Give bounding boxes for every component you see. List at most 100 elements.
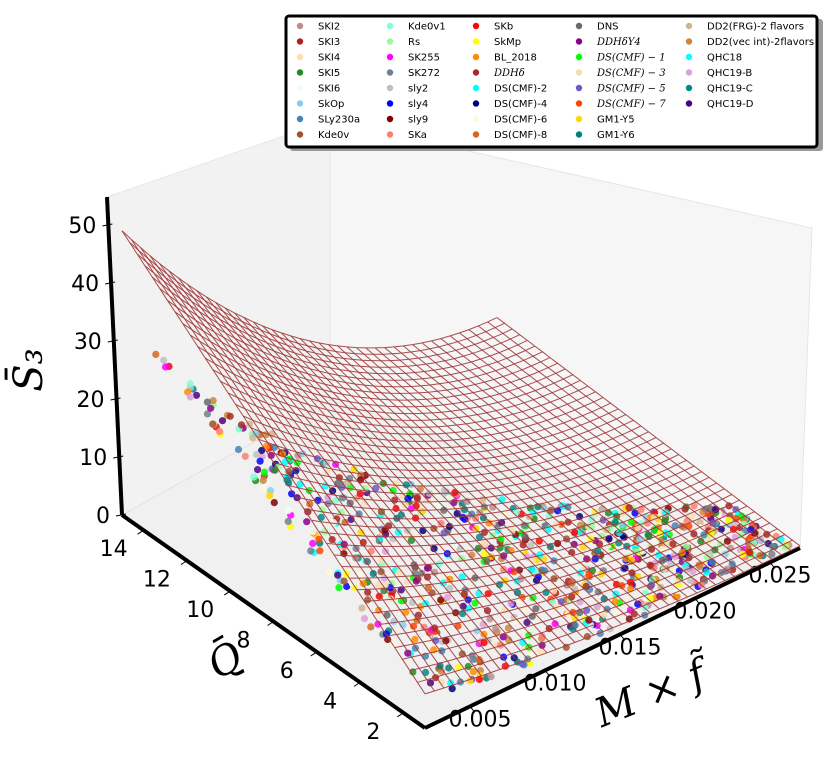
surface-line xyxy=(477,325,782,556)
data-point xyxy=(160,356,168,364)
data-point xyxy=(696,519,704,527)
data-point xyxy=(475,675,484,684)
data-point xyxy=(463,497,471,505)
legend-label: SKI5 xyxy=(318,68,340,79)
legend-marker xyxy=(386,53,394,61)
legend-label: GM1-Y6 xyxy=(597,130,635,141)
legend-marker xyxy=(296,53,304,61)
data-point xyxy=(532,605,540,613)
data-point xyxy=(634,600,642,608)
surface-line xyxy=(468,329,773,560)
data-point xyxy=(330,519,338,527)
surface-line xyxy=(215,302,520,664)
surface-line xyxy=(271,329,576,643)
data-point xyxy=(505,636,513,644)
legend-label: DS(CMF)-8 xyxy=(494,130,547,141)
legend-label: QHC19-B xyxy=(707,68,752,79)
data-point xyxy=(315,535,323,543)
data-point xyxy=(446,575,454,583)
data-point xyxy=(690,502,698,510)
surface-line xyxy=(402,345,707,590)
y-tick-mark xyxy=(397,712,404,718)
legend-label: sly9 xyxy=(408,115,428,126)
data-point xyxy=(379,479,387,487)
wireframe-surface xyxy=(121,230,801,695)
data-point xyxy=(374,620,382,628)
y-tick-mark xyxy=(137,529,144,535)
data-point xyxy=(469,668,477,676)
data-point xyxy=(731,533,739,542)
data-point xyxy=(461,515,469,523)
y-tick-mark xyxy=(223,590,231,596)
legend-label: DS(CMF)-4 xyxy=(494,99,547,110)
legend-marker xyxy=(386,38,394,45)
data-point xyxy=(424,584,432,592)
data-point xyxy=(480,639,488,647)
data-point xyxy=(335,584,343,592)
data-point xyxy=(627,556,636,564)
data-point xyxy=(218,417,227,425)
legend-marker xyxy=(685,100,693,107)
data-point xyxy=(260,468,269,476)
z-tick-label: 20 xyxy=(77,388,105,413)
surface-line xyxy=(356,347,660,610)
legend-label: sly2 xyxy=(408,84,428,95)
legend-label: DNS xyxy=(597,22,619,33)
z-tick-label: 50 xyxy=(68,214,96,239)
data-point xyxy=(283,476,291,484)
surface-line xyxy=(440,338,745,573)
legend-marker xyxy=(386,69,394,76)
surface-line xyxy=(262,325,566,647)
surface-line xyxy=(224,307,529,660)
legend-label: SK255 xyxy=(408,53,440,64)
data-point xyxy=(367,623,375,631)
legend-label: SKI6 xyxy=(318,84,340,95)
data-point xyxy=(510,568,518,576)
z-axis-label: S̄₃ xyxy=(5,348,52,391)
data-point xyxy=(689,567,697,576)
data-point xyxy=(585,616,593,624)
data-point xyxy=(161,363,170,371)
data-point xyxy=(266,492,274,500)
data-point xyxy=(430,545,438,553)
legend-marker xyxy=(386,84,394,92)
data-point xyxy=(323,468,331,476)
y-tick-label: 6 xyxy=(280,659,294,684)
data-point xyxy=(593,603,601,611)
data-point xyxy=(271,466,279,474)
data-point xyxy=(438,647,446,655)
y-tick-mark xyxy=(267,621,274,626)
data-point xyxy=(369,570,377,578)
legend-marker xyxy=(472,38,480,45)
legend-label: DD2(vec int)-2flavors xyxy=(707,37,814,48)
data-point xyxy=(209,420,217,428)
data-point xyxy=(501,607,509,615)
surface-line xyxy=(140,247,445,689)
data-point xyxy=(375,592,383,600)
legend-label: SK272 xyxy=(408,68,440,79)
legend-box xyxy=(284,14,819,149)
data-point xyxy=(350,465,358,474)
data-point xyxy=(440,506,448,514)
z-tick-label: 10 xyxy=(79,446,107,471)
y-tick-mark xyxy=(353,681,361,687)
data-point xyxy=(615,539,623,547)
legend-marker xyxy=(685,22,693,30)
data-point xyxy=(456,678,464,686)
legend-label: DDHδ xyxy=(493,68,525,79)
data-point xyxy=(411,635,419,644)
data-point xyxy=(314,496,322,504)
tick-labels: 0.005 0.010 0.015 0.020 0.025 2 4 6 8 10 12 14 0 10 20… xyxy=(68,214,811,745)
legend-marker xyxy=(575,100,583,107)
y-tick-label: 14 xyxy=(100,537,128,562)
data-point xyxy=(360,615,369,623)
data-point xyxy=(340,577,348,585)
data-point xyxy=(587,523,596,531)
data-point xyxy=(216,427,224,435)
data-point xyxy=(551,603,559,611)
data-point xyxy=(309,528,317,536)
data-point xyxy=(418,569,426,577)
surface-line xyxy=(206,296,510,667)
legend-marker xyxy=(472,84,480,92)
data-point xyxy=(343,582,351,591)
